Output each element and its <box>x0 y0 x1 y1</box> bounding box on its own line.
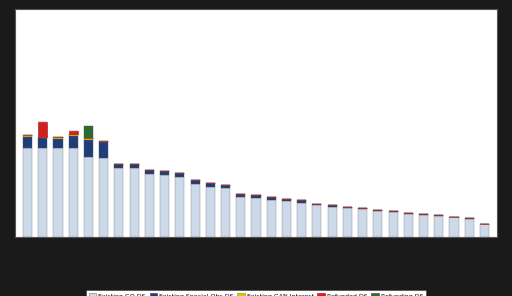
Bar <box>23 135 32 137</box>
Bar <box>84 157 93 237</box>
Bar <box>53 139 62 149</box>
Bar <box>206 183 215 187</box>
Bar <box>145 174 154 237</box>
Bar <box>434 216 443 237</box>
Bar <box>251 195 261 198</box>
Bar <box>206 187 215 237</box>
Legend: Existing GO DS, Existing Special Obs DS, Existing GAN Interest, Refunded DS, Ref: Existing GO DS, Existing Special Obs DS,… <box>86 290 426 296</box>
Bar <box>69 134 78 136</box>
Bar <box>251 198 261 237</box>
Bar <box>38 136 47 138</box>
Bar <box>130 164 139 168</box>
Bar <box>175 177 184 237</box>
Bar <box>282 199 291 202</box>
Bar <box>38 122 47 136</box>
Bar <box>23 137 32 149</box>
Bar <box>297 202 306 237</box>
Bar <box>312 205 322 237</box>
Bar <box>130 168 139 237</box>
Bar <box>343 207 352 208</box>
Bar <box>160 171 169 175</box>
Bar <box>465 218 474 237</box>
Bar <box>434 215 443 216</box>
Bar <box>404 213 413 214</box>
Bar <box>450 218 459 237</box>
Bar <box>267 200 276 237</box>
Bar <box>389 211 398 212</box>
Bar <box>236 194 245 197</box>
Bar <box>358 208 367 210</box>
Bar <box>190 184 200 237</box>
Bar <box>328 207 337 237</box>
Bar <box>84 126 93 138</box>
Bar <box>373 210 382 211</box>
Bar <box>343 208 352 237</box>
Bar <box>236 197 245 237</box>
Bar <box>99 141 108 142</box>
Bar <box>69 149 78 237</box>
Bar <box>389 212 398 237</box>
Bar <box>38 149 47 237</box>
Bar <box>69 136 78 149</box>
Bar <box>297 200 306 202</box>
Bar <box>221 185 230 188</box>
Bar <box>53 136 62 139</box>
Bar <box>221 188 230 237</box>
Bar <box>358 210 367 237</box>
Bar <box>419 214 428 215</box>
Bar <box>114 164 123 168</box>
Bar <box>38 138 47 149</box>
Bar <box>267 197 276 200</box>
Bar <box>53 149 62 237</box>
Bar <box>373 211 382 237</box>
Bar <box>419 215 428 237</box>
Bar <box>114 168 123 237</box>
Bar <box>282 202 291 237</box>
Bar <box>480 224 489 237</box>
Bar <box>84 138 93 140</box>
Bar <box>312 204 322 205</box>
Bar <box>145 170 154 174</box>
Bar <box>175 173 184 177</box>
Bar <box>84 140 93 157</box>
Bar <box>328 205 337 207</box>
Bar <box>450 217 459 218</box>
Bar <box>99 142 108 158</box>
Bar <box>404 214 413 237</box>
Bar <box>99 158 108 237</box>
Bar <box>160 175 169 237</box>
Bar <box>69 131 78 134</box>
Bar <box>23 149 32 237</box>
Bar <box>190 180 200 184</box>
